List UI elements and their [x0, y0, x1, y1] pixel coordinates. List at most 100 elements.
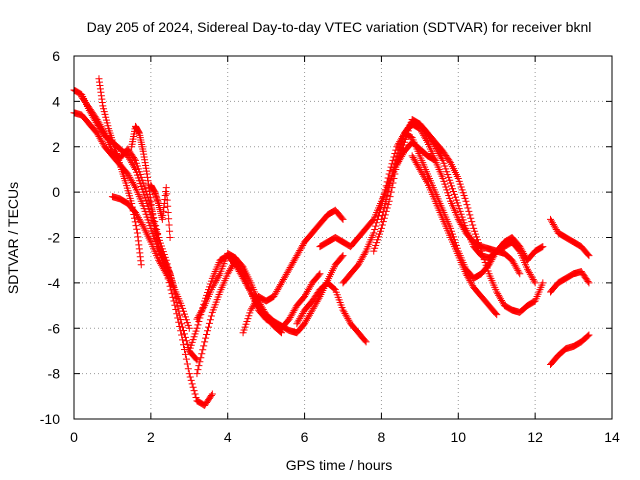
data-point-interp	[538, 243, 546, 251]
data-point-interp	[445, 173, 453, 181]
data-point-interp	[378, 221, 386, 229]
data-point-interp	[483, 264, 491, 272]
data-point-interp	[191, 390, 199, 398]
data-point-interp	[187, 376, 195, 384]
data-point	[185, 347, 193, 355]
data-point-interp	[180, 310, 188, 318]
data-point-interp	[103, 119, 111, 127]
data-point-interp	[404, 127, 412, 135]
data-point-interp	[446, 194, 454, 202]
data-point-interp	[445, 192, 453, 200]
data-point	[170, 283, 178, 291]
data-point-interp	[472, 230, 480, 238]
data-point	[454, 175, 462, 183]
data-point-interp	[464, 204, 472, 212]
data-point-interp	[181, 333, 189, 341]
data-point-interp	[202, 334, 210, 342]
series-track-11	[239, 206, 347, 337]
data-point	[385, 184, 393, 192]
data-point-interp	[375, 233, 383, 241]
data-point	[377, 215, 385, 223]
data-point-interp	[388, 172, 396, 180]
data-point-interp	[440, 177, 448, 185]
data-point-interp	[180, 330, 188, 338]
data-point-interp	[192, 393, 200, 401]
data-point-interp	[197, 354, 205, 362]
data-point-interp	[382, 195, 390, 203]
data-point-interp	[466, 211, 474, 219]
data-point-interp	[457, 183, 465, 191]
data-point-interp	[195, 362, 203, 370]
data-point-interp	[401, 135, 409, 143]
data-point-interp	[474, 239, 482, 247]
data-point-interp	[180, 346, 188, 354]
data-point-interp	[189, 383, 197, 391]
data-point-interp	[138, 176, 146, 184]
data-point	[439, 175, 447, 183]
data-point-interp	[131, 164, 139, 172]
data-point-interp	[460, 192, 468, 200]
data-point-interp	[179, 304, 187, 312]
data-point	[339, 252, 347, 260]
data-point	[393, 161, 401, 169]
data-point-interp	[451, 193, 459, 201]
data-point-interp	[478, 250, 486, 258]
data-point-interp	[444, 189, 452, 197]
data-point-interp	[515, 268, 523, 276]
data-point-interp	[205, 323, 212, 331]
data-point-interp	[444, 171, 452, 179]
data-point-interp	[386, 193, 394, 201]
data-point-interp	[242, 320, 250, 328]
data-point-interp	[361, 249, 369, 257]
data-point-interp	[379, 207, 387, 215]
data-point-interp	[140, 182, 148, 190]
data-point-interp	[184, 365, 192, 373]
data-point-interp	[376, 209, 384, 217]
data-point-interp	[198, 350, 206, 358]
data-point-interp	[376, 227, 384, 235]
data-point-interp	[131, 182, 139, 190]
data-point-interp	[174, 303, 182, 311]
y-tick-label: 0	[52, 184, 60, 200]
data-point	[185, 370, 193, 378]
data-point-interp	[386, 180, 394, 188]
data-point-interp	[245, 312, 253, 320]
data-point-interp	[452, 196, 460, 204]
data-point-interp	[460, 219, 468, 227]
data-point	[462, 197, 470, 205]
data-point-interp	[243, 317, 251, 325]
data-point-interp	[405, 124, 413, 132]
data-point-interp	[492, 310, 500, 318]
data-point-interp	[475, 241, 483, 249]
data-point-interp	[455, 205, 463, 213]
data-point-interp	[376, 230, 384, 238]
y-tick-label: -8	[48, 366, 61, 382]
data-point-interp	[406, 121, 414, 129]
data-point-interp	[467, 214, 475, 222]
data-point-interp	[207, 277, 215, 285]
data-point-interp	[459, 216, 467, 224]
data-point-interp	[215, 272, 223, 280]
data-point-interp	[373, 239, 381, 247]
data-point-interp	[398, 147, 406, 155]
data-point	[208, 390, 216, 398]
data-point-interp	[448, 227, 456, 235]
series-track-7	[147, 181, 174, 241]
series-track-8	[185, 252, 286, 355]
data-point-interp	[180, 307, 188, 315]
series-track-15	[370, 120, 524, 278]
data-point-interp	[463, 201, 471, 209]
data-point-interp	[387, 176, 395, 184]
data-point-interp	[182, 355, 190, 363]
data-point	[477, 247, 485, 255]
data-point-interp	[135, 168, 143, 176]
data-point	[585, 279, 593, 287]
data-point-interp	[384, 188, 392, 196]
series-track-6	[128, 122, 178, 291]
series-track-17	[393, 116, 547, 316]
data-point-interp	[530, 277, 538, 285]
data-point-interp	[458, 213, 466, 221]
data-point-interp	[207, 312, 215, 320]
x-tick-label: 8	[378, 429, 386, 445]
